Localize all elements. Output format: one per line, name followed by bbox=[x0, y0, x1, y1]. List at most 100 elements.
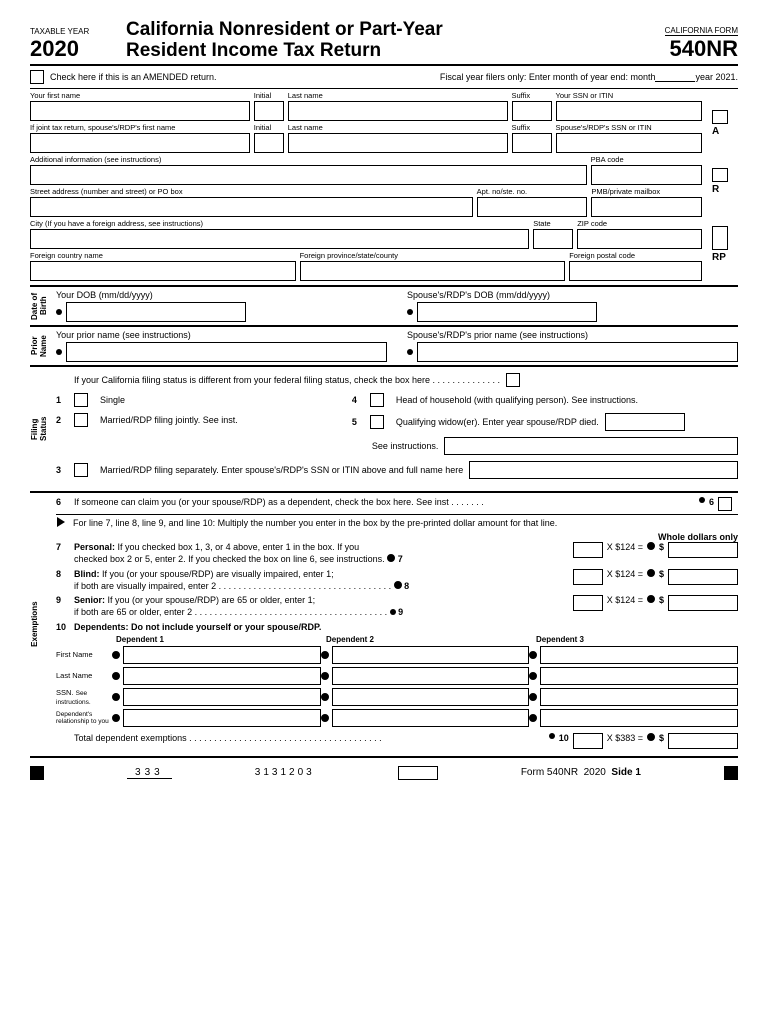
last-name-input[interactable] bbox=[288, 101, 508, 121]
dep1-first-input[interactable] bbox=[123, 646, 321, 664]
dep1-rel-input[interactable] bbox=[123, 709, 321, 727]
foreign-country-input[interactable] bbox=[30, 261, 296, 281]
multiply-note: For line 7, line 8, line 9, and line 10:… bbox=[73, 518, 738, 530]
dep-ssn-label: SSN. See instructions. bbox=[56, 688, 112, 706]
city-input[interactable] bbox=[30, 229, 529, 249]
spouse-dob-input[interactable] bbox=[417, 302, 597, 322]
filing-hoh-checkbox[interactable] bbox=[370, 393, 384, 407]
pba-input[interactable] bbox=[591, 165, 702, 185]
dep1-ssn-input[interactable] bbox=[123, 688, 321, 706]
ssn-input[interactable] bbox=[556, 101, 703, 121]
foreign-province-label: Foreign province/state/county bbox=[300, 251, 566, 260]
state-label: State bbox=[533, 219, 573, 228]
side-box-a[interactable] bbox=[712, 110, 728, 124]
dep2-last-input[interactable] bbox=[332, 667, 530, 685]
footer-side: Form 540NR 2020 Side 1 bbox=[521, 767, 641, 778]
line9-count-input[interactable] bbox=[573, 595, 603, 611]
spouse-initial-label: Initial bbox=[254, 123, 284, 132]
dep3-first-input[interactable] bbox=[540, 646, 738, 664]
header: TAXABLE YEAR 2020 California Nonresident… bbox=[30, 20, 738, 66]
your-prior-input[interactable] bbox=[66, 342, 387, 362]
filing-mfj: Married/RDP filing jointly. See inst. bbox=[100, 415, 238, 425]
dot-icon bbox=[529, 651, 537, 659]
amended-checkbox[interactable] bbox=[30, 70, 44, 84]
foreign-postal-input[interactable] bbox=[569, 261, 702, 281]
spouse-prior-input[interactable] bbox=[417, 342, 738, 362]
side-rp: RP bbox=[712, 252, 726, 263]
spouse-suffix-input[interactable] bbox=[512, 133, 552, 153]
city-label: City (If you have a foreign address, see… bbox=[30, 219, 529, 228]
your-dob-input[interactable] bbox=[66, 302, 246, 322]
line7-count-input[interactable] bbox=[573, 542, 603, 558]
dep1-last-input[interactable] bbox=[123, 667, 321, 685]
line8-end: 8 bbox=[404, 581, 409, 591]
last-name-label: Last name bbox=[288, 91, 508, 100]
first-name-input[interactable] bbox=[30, 101, 250, 121]
line9-amount-input[interactable] bbox=[668, 595, 738, 611]
dep2-rel-input[interactable] bbox=[332, 709, 530, 727]
mfs-name-input[interactable] bbox=[469, 461, 738, 479]
qw-year-input[interactable] bbox=[605, 413, 685, 431]
spouse-last-label: Last name bbox=[288, 123, 508, 132]
pmb-input[interactable] bbox=[591, 197, 702, 217]
dot-icon bbox=[56, 309, 62, 315]
dep2-ssn-input[interactable] bbox=[332, 688, 530, 706]
filing-diff-checkbox[interactable] bbox=[506, 373, 520, 387]
street-input[interactable] bbox=[30, 197, 473, 217]
spouse-prior-label: Spouse's/RDP's prior name (see instructi… bbox=[407, 330, 738, 340]
dep3-ssn-input[interactable] bbox=[540, 688, 738, 706]
side-box-r[interactable] bbox=[712, 168, 728, 182]
see-inst-input[interactable] bbox=[444, 437, 738, 455]
filing-n4: 4 bbox=[352, 395, 364, 405]
pmb-label: PMB/private mailbox bbox=[591, 187, 702, 196]
line10-num: 10 bbox=[56, 622, 70, 632]
dep2-first-input[interactable] bbox=[332, 646, 530, 664]
dot-icon bbox=[647, 542, 655, 550]
side-box-rp[interactable] bbox=[712, 226, 728, 250]
dep3-rel-input[interactable] bbox=[540, 709, 738, 727]
apt-input[interactable] bbox=[477, 197, 588, 217]
additional-input[interactable] bbox=[30, 165, 587, 185]
line7-num: 7 bbox=[56, 542, 70, 552]
line7-amount-input[interactable] bbox=[668, 542, 738, 558]
taxable-year-label: TAXABLE YEAR bbox=[30, 27, 120, 36]
dep2-header: Dependent 2 bbox=[326, 635, 528, 644]
line8-num: 8 bbox=[56, 569, 70, 579]
side-a: A bbox=[712, 126, 719, 137]
line7-label: Personal: bbox=[74, 542, 115, 552]
line7-t2: checked box 2 or 5, enter 2. If you chec… bbox=[74, 554, 385, 564]
prior-section-label: Prior Name bbox=[30, 330, 50, 362]
spouse-initial-input[interactable] bbox=[254, 133, 284, 153]
spouse-ssn-input[interactable] bbox=[556, 133, 703, 153]
dot-icon bbox=[699, 497, 705, 503]
initial-input[interactable] bbox=[254, 101, 284, 121]
dot-icon bbox=[647, 733, 655, 741]
line9-label: Senior: bbox=[74, 595, 105, 605]
filing-mfs-checkbox[interactable] bbox=[74, 463, 88, 477]
zip-input[interactable] bbox=[577, 229, 702, 249]
filing-n2: 2 bbox=[56, 415, 68, 425]
dot-icon bbox=[529, 672, 537, 680]
spouse-first-input[interactable] bbox=[30, 133, 250, 153]
line10-count-input[interactable] bbox=[573, 733, 603, 749]
line8-amount-input[interactable] bbox=[668, 569, 738, 585]
filing-qw-checkbox[interactable] bbox=[370, 415, 384, 429]
line6-checkbox[interactable] bbox=[718, 497, 732, 511]
spouse-last-input[interactable] bbox=[288, 133, 508, 153]
fiscal-month-input[interactable] bbox=[655, 72, 695, 82]
line9-mult: X $124 = bbox=[607, 595, 643, 605]
street-label: Street address (number and street) or PO… bbox=[30, 187, 473, 196]
line10-label: Dependents: Do not include yourself or y… bbox=[74, 622, 321, 632]
suffix-input[interactable] bbox=[512, 101, 552, 121]
footer-code2: 3131203 bbox=[255, 767, 315, 778]
filing-single-checkbox[interactable] bbox=[74, 393, 88, 407]
dep3-last-input[interactable] bbox=[540, 667, 738, 685]
dot-icon bbox=[321, 651, 329, 659]
line8-count-input[interactable] bbox=[573, 569, 603, 585]
foreign-province-input[interactable] bbox=[300, 261, 566, 281]
state-input[interactable] bbox=[533, 229, 573, 249]
filing-mfj-checkbox[interactable] bbox=[74, 413, 88, 427]
dob-section-label: Date of Birth bbox=[30, 290, 50, 322]
line10-amount-input[interactable] bbox=[668, 733, 738, 749]
your-prior-label: Your prior name (see instructions) bbox=[56, 330, 387, 340]
